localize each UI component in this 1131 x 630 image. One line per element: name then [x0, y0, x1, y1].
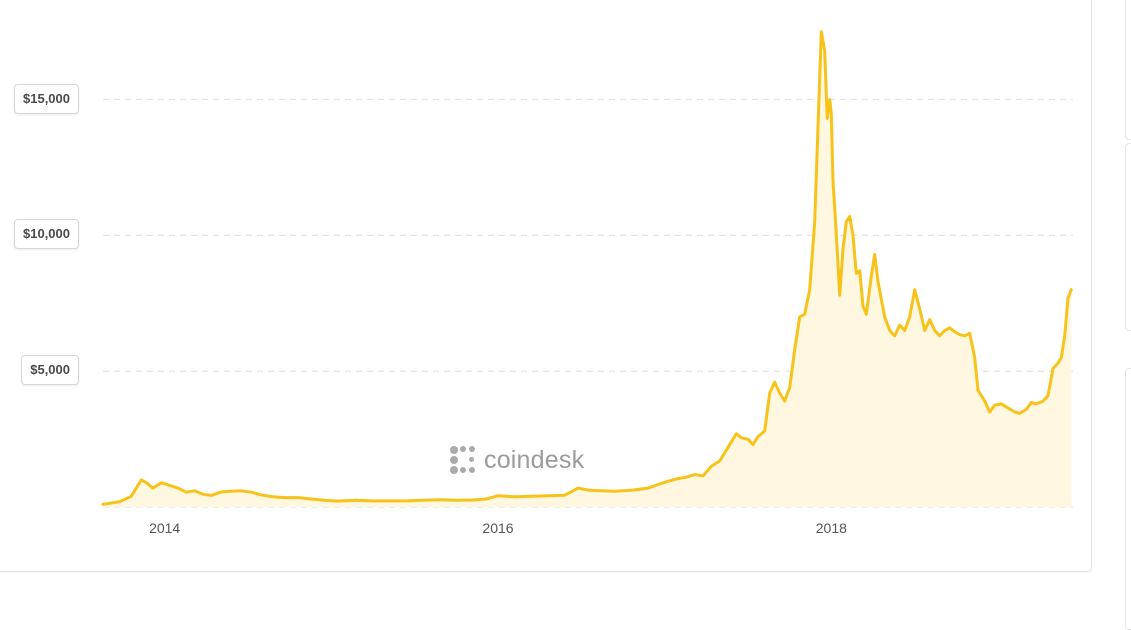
side-panel-middle	[1125, 143, 1131, 331]
side-panel-top	[1125, 0, 1131, 140]
x-tick-label: 2016	[482, 520, 514, 536]
price-chart[interactable]	[0, 0, 1131, 600]
watermark: coindesk	[450, 444, 584, 476]
price-area-fill	[103, 31, 1072, 508]
x-tick-label: 2014	[149, 520, 181, 536]
y-tick-label: $10,000	[14, 219, 79, 250]
price-line[interactable]	[101, 30, 1073, 506]
y-tick-label: $5,000	[21, 355, 79, 386]
y-tick-label: $15,000	[14, 83, 79, 114]
coindesk-logo-icon	[450, 446, 475, 474]
x-tick-label: 2018	[815, 520, 847, 536]
watermark-text: coindesk	[484, 445, 585, 474]
